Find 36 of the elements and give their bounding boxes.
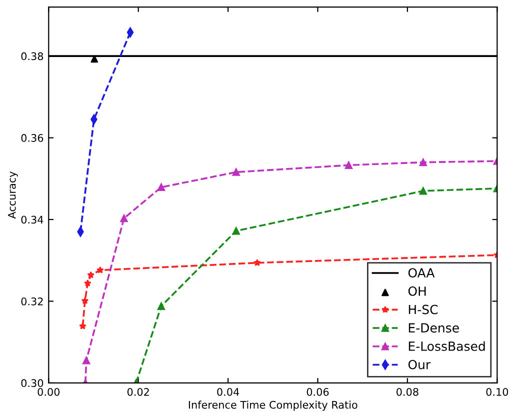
y-tick-label: 0.36 [21,134,44,142]
x-tick-label: 0.04 [217,388,240,396]
point [419,158,427,166]
legend-label: E-Dense [408,323,459,333]
y-tick-label: 0.32 [21,297,43,306]
point [82,356,90,364]
point [344,161,353,169]
legend-label: OH [408,286,426,296]
x-tick-label: 0.06 [306,388,329,396]
point [120,214,128,222]
legend-label: H-SC [408,304,438,314]
y-axis-title: Accuracy [8,172,18,219]
point [81,297,89,304]
point [126,27,134,38]
x-axis-title: Inference Time Complexity Ratio [188,400,358,411]
y-tick-label: 0.34 [21,216,44,224]
legend-label: E-LossBased [408,341,485,351]
point [84,279,92,286]
point [90,55,98,63]
point [232,227,240,235]
point [96,266,104,274]
x-tick-label: 0.00 [38,388,60,396]
point [232,168,240,176]
legend-label: OAA [408,268,435,278]
y-tick-label: 0.30 [21,379,44,388]
point [79,322,86,330]
point [157,183,166,192]
point [87,271,94,278]
y-tick-label: 0.38 [21,52,44,60]
x-tick-label: 0.02 [127,388,149,396]
x-tick-label: 0.10 [486,388,508,396]
x-tick-label: 0.08 [396,388,418,396]
point [157,302,166,310]
legend-label: Our [408,360,431,370]
point [419,187,427,195]
point [254,259,261,266]
